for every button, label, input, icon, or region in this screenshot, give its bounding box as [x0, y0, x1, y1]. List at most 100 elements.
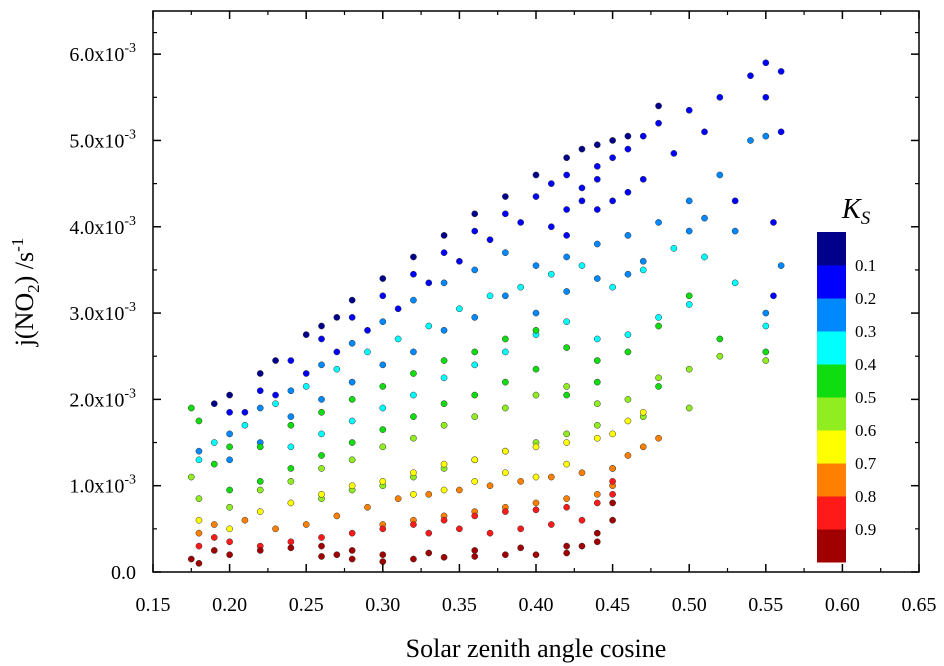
colorbar-segment: [817, 529, 846, 563]
scatter-point: [348, 378, 356, 386]
scatter-point: [318, 430, 325, 438]
colorbar: KS 0.1 0.2 0.3 0.4 0.5 0.6 0.7 0.8 0.9: [817, 194, 877, 563]
scatter-point: [547, 473, 555, 481]
colorbar-label: 0.9: [855, 520, 876, 539]
colorbar-label: 0.8: [855, 487, 876, 506]
scatter-point: [502, 292, 509, 300]
scatter-point: [609, 478, 616, 485]
scatter-point: [517, 219, 525, 226]
scatter-point: [747, 72, 754, 80]
scatter-point: [624, 396, 632, 403]
scatter-point: [563, 232, 570, 239]
scatter-point: [762, 59, 770, 67]
scatter-point: [593, 275, 601, 282]
scatter-point: [440, 326, 448, 334]
scatter-point: [762, 348, 770, 356]
scatter-point: [593, 163, 601, 170]
scatter-point: [624, 348, 632, 356]
scatter-point: [532, 499, 540, 507]
scatter-point: [272, 400, 279, 408]
scatter-point: [456, 305, 463, 313]
scatter-point: [655, 434, 662, 442]
scatter-point: [318, 534, 325, 541]
colorbar-segment: [817, 364, 846, 398]
scatter-point: [348, 482, 356, 490]
scatter-point: [226, 443, 233, 451]
scatter-point: [563, 549, 570, 557]
scatter-point: [440, 553, 448, 561]
scatter-point: [210, 534, 218, 541]
x-tick-label: 0.60: [825, 594, 860, 616]
scatter-point: [593, 421, 601, 429]
scatter-point: [210, 400, 218, 408]
scatter-point: [440, 486, 448, 494]
x-tick-labels: 0.15 0.20 0.25 0.30 0.35 0.40 0.45 0.50 0.55 0.60…: [136, 594, 937, 616]
scatter-point: [593, 206, 601, 213]
scatter-point: [624, 331, 632, 339]
scatter-point: [532, 262, 540, 269]
scatter-point: [348, 339, 356, 347]
scatter-point: [348, 417, 356, 425]
scatter-point: [486, 529, 494, 537]
scatter-point: [195, 456, 203, 464]
y-axis-title: j(NO2) /s-1: [8, 238, 43, 348]
colorbar-label: 0.4: [855, 355, 877, 374]
scatter-point: [410, 434, 417, 442]
y-axis-title-sup: -1: [8, 238, 27, 252]
scatter-point: [318, 465, 325, 472]
scatter-point: [547, 223, 555, 231]
scatter-point: [364, 348, 371, 356]
scatter-point: [471, 348, 479, 356]
scatter-point: [394, 335, 402, 343]
scatter-point: [762, 93, 770, 101]
scatter-point: [364, 326, 371, 334]
scatter-point: [440, 374, 448, 382]
scatter-point: [747, 137, 754, 144]
colorbar-segments: [817, 232, 846, 563]
scatter-point: [770, 292, 777, 300]
scatter-point: [456, 486, 463, 494]
scatter-point: [517, 478, 525, 485]
scatter-point: [777, 68, 785, 75]
scatter-point: [593, 400, 601, 408]
scatter-point: [517, 283, 525, 291]
scatter-point: [609, 465, 616, 472]
scatter-point: [287, 357, 295, 364]
scatter-point: [440, 279, 448, 287]
scatter-point: [593, 490, 601, 498]
scatter-point: [517, 544, 525, 552]
scatter-point: [471, 361, 479, 369]
scatter-point: [302, 521, 310, 528]
axis-ticks: [152, 11, 920, 573]
scatter-point: [609, 499, 616, 507]
scatter-point: [578, 145, 586, 153]
scatter-points: [187, 59, 785, 567]
scatter-point: [655, 314, 662, 321]
scatter-point: [578, 262, 586, 269]
scatter-point: [593, 335, 601, 343]
scatter-point: [318, 322, 325, 330]
scatter-point: [593, 529, 601, 537]
scatter-point: [410, 555, 417, 563]
scatter-point: [287, 478, 295, 485]
scatter-point: [563, 171, 570, 179]
scatter-point: [502, 404, 509, 412]
scatter-point: [502, 335, 509, 343]
scatter-point: [655, 383, 662, 390]
y-tick-label: 5.0x10-3: [69, 127, 136, 152]
colorbar-title-base: K: [841, 194, 862, 225]
scatter-point: [241, 408, 249, 416]
scatter-point: [471, 227, 479, 235]
scatter-point: [471, 391, 479, 399]
scatter-point: [563, 253, 570, 261]
scatter-point: [701, 128, 708, 136]
scatter-point: [563, 154, 570, 162]
scatter-point: [379, 275, 387, 282]
y-tick-label: 6.0x10-3: [69, 41, 136, 66]
scatter-point: [456, 257, 463, 265]
scatter-point: [624, 417, 632, 425]
scatter-point: [379, 558, 387, 565]
y-tick-label: 3.0x10-3: [69, 300, 136, 325]
x-tick-label: 0.15: [136, 594, 171, 616]
scatter-point: [639, 408, 647, 416]
